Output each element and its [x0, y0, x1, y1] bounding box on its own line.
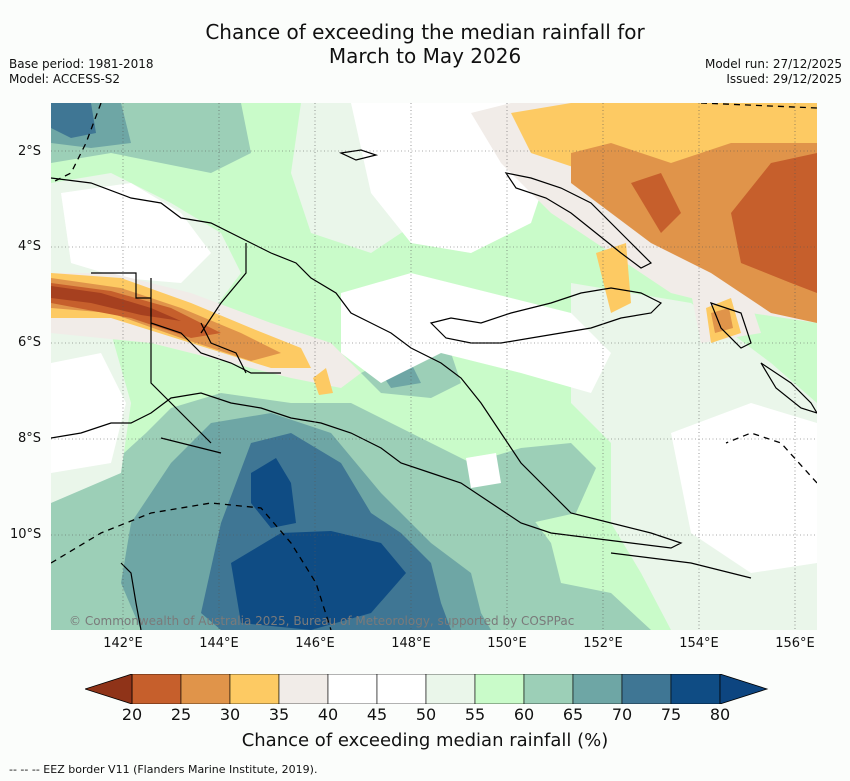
eez-legend: -- -- -- EEZ border V11 (Flanders Marine… [9, 763, 318, 776]
lon-label: 148°E [391, 636, 431, 651]
lat-label: 2°S [18, 144, 42, 159]
lat-label: 10°S [10, 527, 42, 542]
colorbar-swatch [327, 674, 378, 704]
colorbar-tick: 50 [415, 705, 437, 724]
copyright-notice: © Commonwealth of Australia 2025, Bureau… [69, 614, 575, 628]
zone-50-east [671, 403, 817, 573]
zone-50-center [341, 273, 611, 393]
colorbar-tick: 40 [317, 705, 339, 724]
lon-label: 152°E [583, 636, 623, 651]
graticule [51, 103, 817, 630]
lat-label: 8°S [18, 431, 42, 446]
colorbar-tick: 35 [268, 705, 290, 724]
bougainville-coast [709, 302, 752, 349]
colorbar-swatch [621, 674, 672, 704]
zone-75-northwest [51, 103, 96, 138]
zone-30-southeast [711, 308, 733, 333]
eez-border-north-east [700, 103, 817, 109]
coastlines [51, 149, 817, 630]
eez-border-south [51, 502, 332, 630]
manus-coast [338, 149, 379, 161]
lon-label: 154°E [679, 636, 719, 651]
province-border-2 [150, 322, 281, 374]
zone-35-ridge [596, 243, 631, 313]
colorbar [85, 674, 769, 704]
rainfall-map [51, 103, 817, 630]
lon-label: 156°E [775, 636, 815, 651]
zone-35-spot [313, 368, 333, 395]
lon-label: 144°E [199, 636, 239, 651]
small-islands [610, 552, 752, 579]
new-ireland-coast [504, 172, 653, 269]
colorbar-tick: 65 [562, 705, 584, 724]
eez-borders [51, 103, 817, 630]
zone-80-north [251, 458, 296, 528]
colorbar-tick: 60 [513, 705, 535, 724]
colorbar-tick: 80 [709, 705, 731, 724]
zone-25-east [731, 153, 817, 293]
model-name: Model: ACCESS-S2 [9, 72, 121, 86]
cape-york-coast [120, 562, 142, 630]
colorbar-tick: 75 [660, 705, 682, 724]
issued-date: Issued: 29/12/2025 [726, 72, 842, 86]
province-border-1 [91, 272, 151, 299]
zone-50-small [466, 453, 501, 488]
colorbar-swatch [425, 674, 476, 704]
eez-border-north-west [51, 103, 102, 184]
base-period: Base period: 1981-2018 [9, 57, 154, 71]
torres-islands [160, 437, 222, 454]
lon-label: 146°E [295, 636, 335, 651]
new-guinea-coast [51, 177, 683, 549]
colorbar-high-arrow [719, 674, 769, 704]
colorbar-swatch [474, 674, 525, 704]
png-indonesia-border [150, 278, 212, 444]
colorbar-tick: 70 [611, 705, 633, 724]
colorbar-swatch [229, 674, 280, 704]
province-border-4 [200, 243, 247, 334]
zone-20-band [51, 286, 181, 321]
lon-label: 142°E [103, 636, 143, 651]
colorbar-swatch [572, 674, 623, 704]
colorbar-swatch [523, 674, 574, 704]
zone-50-west [61, 183, 211, 283]
solomons-coast [760, 362, 817, 414]
colorbar-swatch [670, 674, 721, 704]
model-run: Model run: 27/12/2025 [704, 57, 842, 71]
colorbar-title: Chance of exceeding median rainfall (%) [241, 730, 609, 751]
title-line-1: Chance of exceeding the median rainfall … [205, 20, 645, 44]
lat-label: 6°S [18, 335, 42, 350]
zone-25-north [631, 173, 681, 233]
chart-title: Chance of exceeding the median rainfall … [0, 20, 850, 68]
zone-65-east [471, 443, 596, 523]
colorbar-tick: 45 [366, 705, 388, 724]
meta-right: Model run: 27/12/2025 Issued: 29/12/2025 [705, 57, 842, 87]
colorbar-tick: 30 [219, 705, 241, 724]
colorbar-swatch [376, 674, 427, 704]
meta-left: Base period: 1981-2018 Model: ACCESS-S2 [9, 57, 154, 87]
lon-label: 150°E [487, 636, 527, 651]
colorbar-tick: 55 [464, 705, 486, 724]
colorbar-swatch [278, 674, 329, 704]
zone-80-south [231, 531, 406, 630]
lat-label: 4°S [18, 239, 42, 254]
colorbar-tick: 20 [121, 705, 143, 724]
colorbar-swatch [180, 674, 231, 704]
colorbar-tick: 25 [170, 705, 192, 724]
colorbar-swatch [131, 674, 182, 704]
eez-border-east [725, 432, 817, 484]
title-line-2: March to May 2026 [328, 44, 522, 68]
zone-50-southwest [51, 353, 126, 473]
colorbar-low-arrow [85, 674, 133, 704]
province-border-3 [200, 322, 247, 374]
